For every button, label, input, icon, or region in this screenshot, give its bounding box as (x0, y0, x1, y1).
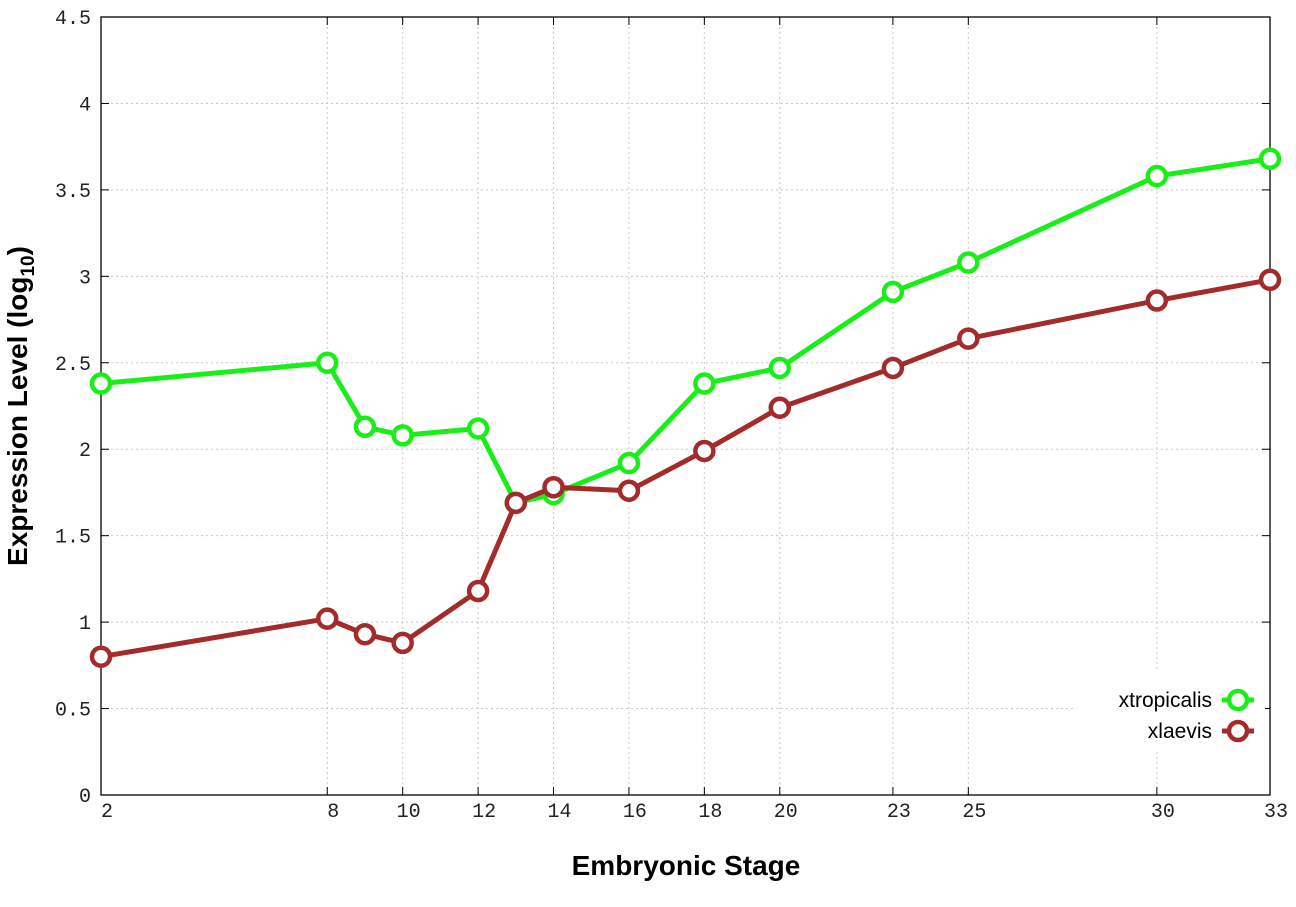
y-tick-label: 4.5 (55, 8, 91, 31)
series-line-xlaevis (100, 277, 1271, 660)
x-tick-label: 18 (698, 801, 722, 824)
data-point (466, 417, 490, 440)
y-tick-label: 2 (79, 440, 91, 463)
x-tick-label: 2 (101, 801, 113, 824)
data-point (881, 280, 905, 304)
series-line-xtropicalis (100, 156, 1271, 506)
data-point (542, 476, 565, 499)
x-tick-label: 8 (327, 801, 339, 824)
legend-label: xtropicalis (1119, 689, 1212, 712)
data-point (881, 356, 905, 380)
data-point (693, 439, 716, 463)
y-axis-title-close: ) (2, 246, 33, 255)
series-layer (89, 147, 1282, 668)
y-tick-label: 1 (79, 613, 91, 636)
y-tick-label: 1.5 (55, 527, 91, 550)
x-tick-label: 30 (1151, 801, 1175, 824)
y-tick-label: 3.5 (55, 181, 91, 204)
plot-frame (100, 16, 1271, 796)
data-point (89, 645, 113, 668)
x-tick-label: 16 (623, 801, 647, 824)
data-point (391, 631, 414, 655)
data-point (617, 451, 641, 475)
x-tick-label: 23 (887, 801, 911, 824)
legend-swatch-marker (1226, 688, 1250, 712)
data-point (353, 415, 377, 438)
x-tick-label: 12 (472, 801, 496, 824)
data-point (957, 251, 980, 274)
data-point (316, 607, 339, 630)
data-point (466, 579, 490, 603)
data-point (768, 396, 792, 419)
legend-entry-xlaevis: xlaevis (1148, 719, 1254, 743)
y-tick-label: 3 (79, 267, 91, 290)
y-axis-title-subscript: 10 (18, 255, 39, 276)
data-point (617, 479, 641, 502)
y-tick-label: 2.5 (55, 354, 91, 377)
y-tick-label: 0 (79, 786, 91, 809)
y-axis-title-main: Expression Level (log (2, 277, 33, 566)
data-point (1258, 147, 1282, 171)
x-tick-label: 20 (774, 801, 798, 824)
series-xtropicalis (89, 147, 1282, 515)
x-tick-label: 33 (1264, 801, 1288, 824)
data-point (1145, 164, 1169, 188)
data-point (89, 372, 113, 395)
legend-label: xlaevis (1148, 720, 1212, 743)
data-point (1258, 268, 1282, 292)
data-point (693, 372, 716, 395)
y-tick-label: 4 (79, 94, 91, 117)
axis-ticks: 0 0.5 1 1.5 2 2.5 3 3.5 4 4.5 2 8 10 12 14 16 18 20 23 25 30… (55, 8, 1288, 824)
y-tick-label: 0.5 (55, 700, 91, 723)
x-tick-label: 10 (397, 801, 421, 824)
x-tick-label: 25 (962, 801, 986, 824)
x-axis-title: Embryonic Stage (572, 850, 801, 881)
legend-entries: xtropicalis xlaevis (1119, 688, 1254, 743)
data-point (957, 327, 980, 350)
x-tick-label: 14 (548, 801, 572, 824)
data-point (768, 356, 792, 380)
y-axis-title: Expression Level (log10) (2, 246, 39, 566)
legend-swatch-marker (1226, 719, 1250, 743)
data-point (504, 491, 528, 515)
data-point (1145, 289, 1169, 312)
data-point (316, 351, 339, 375)
data-point (391, 424, 414, 447)
data-point (353, 622, 377, 646)
series-xlaevis (89, 268, 1282, 668)
legend-entry-xtropicalis: xtropicalis (1119, 688, 1254, 712)
